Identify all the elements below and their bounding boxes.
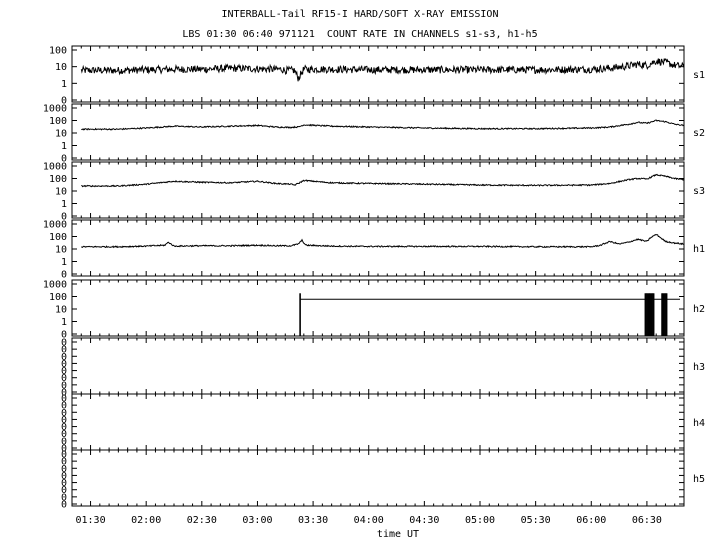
- y-tick-label-h5: 0: [61, 457, 67, 468]
- y-tick-label-s3: 100: [49, 174, 67, 185]
- y-tick-label-h1: 10: [55, 245, 67, 256]
- y-tick-label-h5: 0: [61, 478, 67, 489]
- y-tick-label-h3: 0: [61, 359, 67, 370]
- x-tick-label: 06:30: [632, 515, 662, 526]
- panel-frame-h5: [71, 449, 685, 507]
- chart-subtitle: LBS 01:30 06:40 971121 COUNT RATE IN CHA…: [182, 29, 538, 40]
- y-tick-label-h4: 0: [61, 436, 67, 447]
- y-tick-label-h4: 0: [61, 408, 67, 419]
- x-tick-label: 02:00: [131, 515, 161, 526]
- panel-label-s3: s3: [693, 186, 705, 197]
- y-tick-label-h3: 0: [61, 352, 67, 363]
- y-tick-label-s1: 0: [61, 96, 67, 107]
- y-tick-label-h3: 0: [61, 380, 67, 391]
- y-tick-label-h2: 10: [55, 305, 67, 316]
- y-tick-label-h1: 1000: [43, 220, 67, 231]
- panel-label-h2: h2: [693, 304, 705, 315]
- x-tick-label: 04:30: [409, 515, 439, 526]
- y-tick-label-h5: 0: [61, 500, 67, 511]
- panel-frame-h1: [71, 219, 685, 277]
- y-tick-label-h2: 1000: [43, 280, 67, 291]
- y-tick-label-h5: 0: [61, 492, 67, 503]
- panel-label-h5: h5: [693, 474, 705, 485]
- y-tick-label-s3: 0: [61, 212, 67, 223]
- x-tick-label: 04:00: [354, 515, 384, 526]
- panel-label-h3: h3: [693, 362, 705, 373]
- series-h1: [81, 233, 684, 249]
- y-tick-label-h4: 0: [61, 422, 67, 433]
- y-tick-label-h3: 0: [61, 366, 67, 377]
- y-tick-label-s3: 10: [55, 187, 67, 198]
- x-tick-label: 06:00: [576, 515, 606, 526]
- y-tick-label-h4: 0: [61, 429, 67, 440]
- chart-title: INTERBALL-Tail RF15-I HARD/SOFT X-RAY EM…: [221, 9, 499, 20]
- y-tick-label-s2: 0: [61, 154, 67, 165]
- y-tick-label-h1: 1: [61, 257, 67, 268]
- panel-frame-h3: [71, 337, 685, 395]
- y-tick-label-h5: 0: [61, 471, 67, 482]
- y-tick-label-h5: 0: [61, 464, 67, 475]
- y-tick-label-h1: 0: [61, 270, 67, 281]
- panel-frame-s2: [71, 103, 685, 161]
- series-s1: [80, 58, 685, 82]
- panel-label-s1: s1: [693, 70, 705, 81]
- panel-frame-s1: [71, 45, 685, 103]
- y-tick-label-s1: 100: [49, 46, 67, 57]
- y-tick-label-h3: 0: [61, 345, 67, 356]
- y-tick-label-h2: 0: [61, 330, 67, 341]
- y-tick-label-s3: 1: [61, 199, 67, 210]
- x-tick-label: 03:00: [242, 515, 272, 526]
- y-tick-label-h2: 100: [49, 292, 67, 303]
- panel-frame-h2: [71, 279, 685, 337]
- y-tick-label-s1: 1: [61, 79, 67, 90]
- y-tick-label-s1: 10: [55, 62, 67, 73]
- panel-label-h4: h4: [693, 418, 705, 429]
- series-s3: [81, 173, 684, 188]
- y-tick-label-h3: 0: [61, 338, 67, 349]
- y-tick-label-s2: 100: [49, 116, 67, 127]
- y-tick-label-s3: 1000: [43, 162, 67, 173]
- y-tick-label-h4: 0: [61, 394, 67, 405]
- x-tick-label: 02:30: [187, 515, 217, 526]
- x-axis-label: time UT: [377, 529, 419, 540]
- y-tick-label-h5: 0: [61, 485, 67, 496]
- panel-frame-h4: [71, 393, 685, 451]
- y-tick-label-h4: 0: [61, 444, 67, 455]
- panel-label-s2: s2: [693, 128, 705, 139]
- y-tick-label-s2: 1: [61, 141, 67, 152]
- y-tick-label-h4: 0: [61, 415, 67, 426]
- y-tick-label-h4: 0: [61, 401, 67, 412]
- panel-label-h1: h1: [693, 244, 705, 255]
- series-s2: [81, 119, 684, 131]
- y-tick-label-h3: 0: [61, 373, 67, 384]
- x-tick-label: 05:30: [521, 515, 551, 526]
- x-tick-label: 01:30: [75, 515, 105, 526]
- y-tick-label-h3: 0: [61, 388, 67, 399]
- y-tick-label-h2: 1: [61, 317, 67, 328]
- x-tick-label: 03:30: [298, 515, 328, 526]
- y-tick-label-h1: 100: [49, 232, 67, 243]
- y-tick-label-s2: 1000: [43, 104, 67, 115]
- x-tick-label: 05:00: [465, 515, 495, 526]
- y-tick-label-h5: 0: [61, 450, 67, 461]
- panel-frame-s3: [71, 161, 685, 219]
- y-tick-label-s2: 10: [55, 129, 67, 140]
